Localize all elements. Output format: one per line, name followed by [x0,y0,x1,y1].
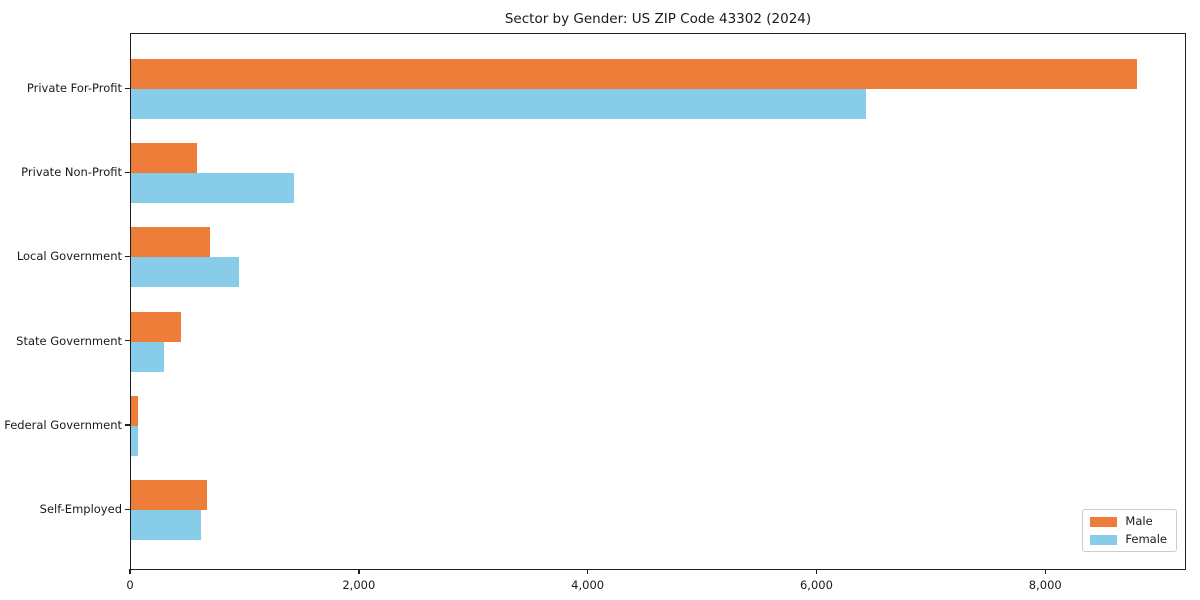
x-tick-label-8000: 8,000 [1028,578,1062,592]
bar-female-self-employed [131,510,201,540]
bar-male-private-non-profit [131,143,198,174]
bar-male-local-government [131,227,210,258]
legend-swatch-male [1090,516,1118,527]
x-tick-label-4000: 4,000 [571,578,605,592]
y-tick-label-federal-government: Federal Government [4,417,122,432]
bar-male-state-government [131,311,182,342]
bar-male-self-employed [131,480,207,510]
y-tick-label-private-for-profit: Private For-Profit [26,81,122,95]
y-tick-mark [125,340,130,342]
y-tick-mark [125,255,130,258]
chart-title: Sector by Gender: US ZIP Code 43302 (202… [504,11,812,27]
x-tick-mark [129,569,131,574]
x-tick-mark [587,569,589,574]
bar-female-local-government [131,257,239,288]
legend-label-female: Female [1125,532,1167,546]
y-tick-label-state-government: State Government [16,333,122,348]
y-tick-mark [125,508,130,510]
bar-female-private-non-profit [131,173,294,204]
y-tick-label-private-non-profit: Private Non-Profit [21,165,122,180]
legend: Male Female [1082,509,1177,552]
x-tick-mark [815,569,818,574]
x-tick-mark [358,569,360,574]
bar-female-federal-government [131,425,138,456]
bar-male-federal-government [131,395,139,426]
y-tick-label-local-government: Local Government [16,249,122,264]
x-tick-label-6000: 6,000 [799,578,833,592]
x-tick-label-2000: 2,000 [342,578,376,592]
x-tick-mark [1044,569,1046,574]
y-tick-mark [125,87,130,89]
y-tick-mark [125,424,130,426]
legend-entry-male: Male [1090,515,1167,528]
legend-label-male: Male [1125,514,1153,528]
bar-female-state-government [131,341,165,372]
x-tick-label-0: 0 [126,578,134,592]
plot-area: Male Female [130,33,1186,570]
bar-female-private-for-profit [131,89,866,119]
legend-swatch-female [1090,534,1118,545]
y-tick-label-self-employed: Self-Employed [39,502,122,516]
bar-male-private-for-profit [131,59,1137,89]
legend-entry-female: Female [1090,533,1167,546]
y-tick-mark [125,171,130,173]
